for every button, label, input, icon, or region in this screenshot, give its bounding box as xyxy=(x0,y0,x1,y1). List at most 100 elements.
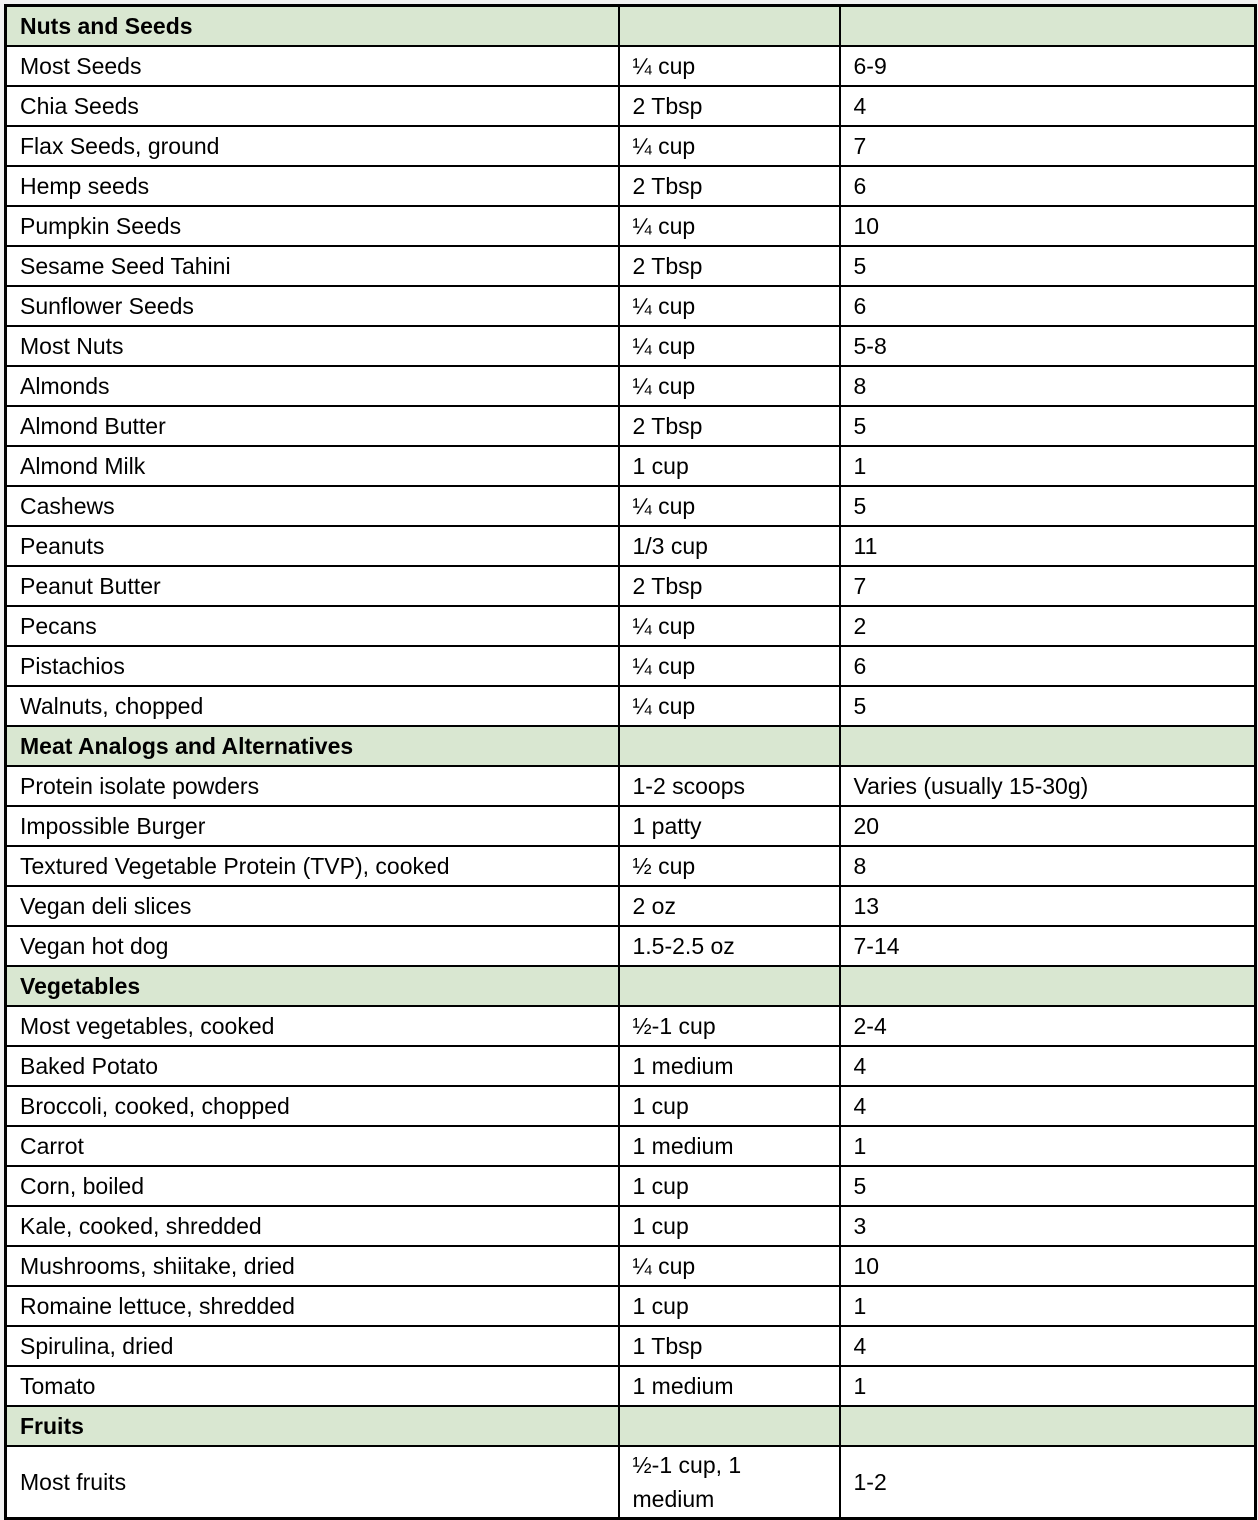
table-row: Most Seeds ¼ cup 6-9 xyxy=(4,45,1257,87)
serving-cell: ¼ cup xyxy=(617,365,841,407)
food-cell: Almond Milk xyxy=(4,445,620,487)
food-cell: Most vegetables, cooked xyxy=(4,1005,620,1047)
protein-cell: 5-8 xyxy=(838,325,1257,367)
serving-cell: 1 cup xyxy=(617,1165,841,1207)
protein-cell: 10 xyxy=(838,1245,1257,1287)
serving-cell: ½ cup xyxy=(617,845,841,887)
food-cell: Flax Seeds, ground xyxy=(4,125,620,167)
protein-cell: 7-14 xyxy=(838,925,1257,967)
table-row: Peanuts 1/3 cup 11 xyxy=(4,525,1257,567)
table-row: Chia Seeds 2 Tbsp 4 xyxy=(4,85,1257,127)
food-cell: Sesame Seed Tahini xyxy=(4,245,620,287)
serving-cell: ¼ cup xyxy=(617,125,841,167)
food-cell: Vegan deli slices xyxy=(4,885,620,927)
food-cell: Pumpkin Seeds xyxy=(4,205,620,247)
protein-cell: 8 xyxy=(838,365,1257,407)
protein-cell: 1-2 xyxy=(838,1445,1257,1520)
serving-cell: 1 medium xyxy=(617,1045,841,1087)
section-empty-serving-cell xyxy=(617,725,841,767)
table-row: Most fruits ½-1 cup, 1 medium 1-2 xyxy=(4,1445,1257,1520)
table-row: Spirulina, dried 1 Tbsp 4 xyxy=(4,1325,1257,1367)
table-row: Pistachios ¼ cup 6 xyxy=(4,645,1257,687)
food-cell: Textured Vegetable Protein (TVP), cooked xyxy=(4,845,620,887)
serving-cell: 2 Tbsp xyxy=(617,165,841,207)
protein-cell: 2 xyxy=(838,605,1257,647)
food-cell: Spirulina, dried xyxy=(4,1325,620,1367)
protein-cell: 1 xyxy=(838,1125,1257,1167)
protein-cell: 20 xyxy=(838,805,1257,847)
table-row: Baked Potato 1 medium 4 xyxy=(4,1045,1257,1087)
table-row: Flax Seeds, ground ¼ cup 7 xyxy=(4,125,1257,167)
food-cell: Peanut Butter xyxy=(4,565,620,607)
protein-cell: 6 xyxy=(838,285,1257,327)
food-cell: Most fruits xyxy=(4,1445,620,1520)
section-title-cell: Vegetables xyxy=(4,965,620,1007)
serving-cell: 2 Tbsp xyxy=(617,405,841,447)
food-cell: Corn, boiled xyxy=(4,1165,620,1207)
section-title-cell: Meat Analogs and Alternatives xyxy=(4,725,620,767)
food-cell: Peanuts xyxy=(4,525,620,567)
table-row: Almond Milk 1 cup 1 xyxy=(4,445,1257,487)
table-row: Tomato 1 medium 1 xyxy=(4,1365,1257,1407)
serving-cell: 1 cup xyxy=(617,445,841,487)
table-row: Pumpkin Seeds ¼ cup 10 xyxy=(4,205,1257,247)
section-header-row: Fruits xyxy=(4,1405,1257,1447)
protein-cell: 7 xyxy=(838,565,1257,607)
table-row: Peanut Butter 2 Tbsp 7 xyxy=(4,565,1257,607)
table-row: Almond Butter 2 Tbsp 5 xyxy=(4,405,1257,447)
serving-cell: ¼ cup xyxy=(617,205,841,247)
protein-cell: 5 xyxy=(838,485,1257,527)
serving-cell: ¼ cup xyxy=(617,325,841,367)
protein-cell: 8 xyxy=(838,845,1257,887)
protein-cell: 13 xyxy=(838,885,1257,927)
protein-cell: 6 xyxy=(838,645,1257,687)
protein-cell: 1 xyxy=(838,1365,1257,1407)
serving-cell: 2 Tbsp xyxy=(617,85,841,127)
food-cell: Mushrooms, shiitake, dried xyxy=(4,1245,620,1287)
protein-cell: 4 xyxy=(838,1045,1257,1087)
serving-cell: ¼ cup xyxy=(617,45,841,87)
food-cell: Walnuts, chopped xyxy=(4,685,620,727)
serving-cell: ½-1 cup, 1 medium xyxy=(617,1445,841,1520)
food-cell: Tomato xyxy=(4,1365,620,1407)
food-cell: Chia Seeds xyxy=(4,85,620,127)
serving-cell: 2 oz xyxy=(617,885,841,927)
table-row: Mushrooms, shiitake, dried ¼ cup 10 xyxy=(4,1245,1257,1287)
table-row: Textured Vegetable Protein (TVP), cooked… xyxy=(4,845,1257,887)
serving-cell: 1 patty xyxy=(617,805,841,847)
serving-cell: 1 cup xyxy=(617,1285,841,1327)
food-cell: Pecans xyxy=(4,605,620,647)
table-row: Most Nuts ¼ cup 5-8 xyxy=(4,325,1257,367)
table-row: Pecans ¼ cup 2 xyxy=(4,605,1257,647)
table-row: Sesame Seed Tahini 2 Tbsp 5 xyxy=(4,245,1257,287)
section-title-cell: Fruits xyxy=(4,1405,620,1447)
protein-cell: 6-9 xyxy=(838,45,1257,87)
protein-cell: 4 xyxy=(838,85,1257,127)
section-title-cell: Nuts and Seeds xyxy=(4,4,620,47)
table-row: Impossible Burger 1 patty 20 xyxy=(4,805,1257,847)
food-cell: Protein isolate powders xyxy=(4,765,620,807)
protein-cell: 4 xyxy=(838,1325,1257,1367)
serving-cell: ½-1 cup xyxy=(617,1005,841,1047)
food-cell: Most Nuts xyxy=(4,325,620,367)
section-empty-protein-cell xyxy=(838,725,1257,767)
serving-cell: 2 Tbsp xyxy=(617,245,841,287)
section-empty-protein-cell xyxy=(838,1405,1257,1447)
table-row: Corn, boiled 1 cup 5 xyxy=(4,1165,1257,1207)
table-row: Broccoli, cooked, chopped 1 cup 4 xyxy=(4,1085,1257,1127)
food-cell: Carrot xyxy=(4,1125,620,1167)
serving-cell: ¼ cup xyxy=(617,685,841,727)
protein-content-table: Nuts and Seeds Most Seeds ¼ cup 6-9 Chia See… xyxy=(4,4,1257,1520)
table-row: Sunflower Seeds ¼ cup 6 xyxy=(4,285,1257,327)
serving-cell: 1 cup xyxy=(617,1205,841,1247)
section-empty-serving-cell xyxy=(617,1405,841,1447)
table-row: Protein isolate powders 1-2 scoops Varies … xyxy=(4,765,1257,807)
protein-cell: 10 xyxy=(838,205,1257,247)
protein-cell: 6 xyxy=(838,165,1257,207)
serving-cell: 1 medium xyxy=(617,1365,841,1407)
table-row: Cashews ¼ cup 5 xyxy=(4,485,1257,527)
serving-cell: ¼ cup xyxy=(617,1245,841,1287)
protein-cell: 5 xyxy=(838,245,1257,287)
protein-cell: Varies (usually 15-30g) xyxy=(838,765,1257,807)
food-cell: Almond Butter xyxy=(4,405,620,447)
